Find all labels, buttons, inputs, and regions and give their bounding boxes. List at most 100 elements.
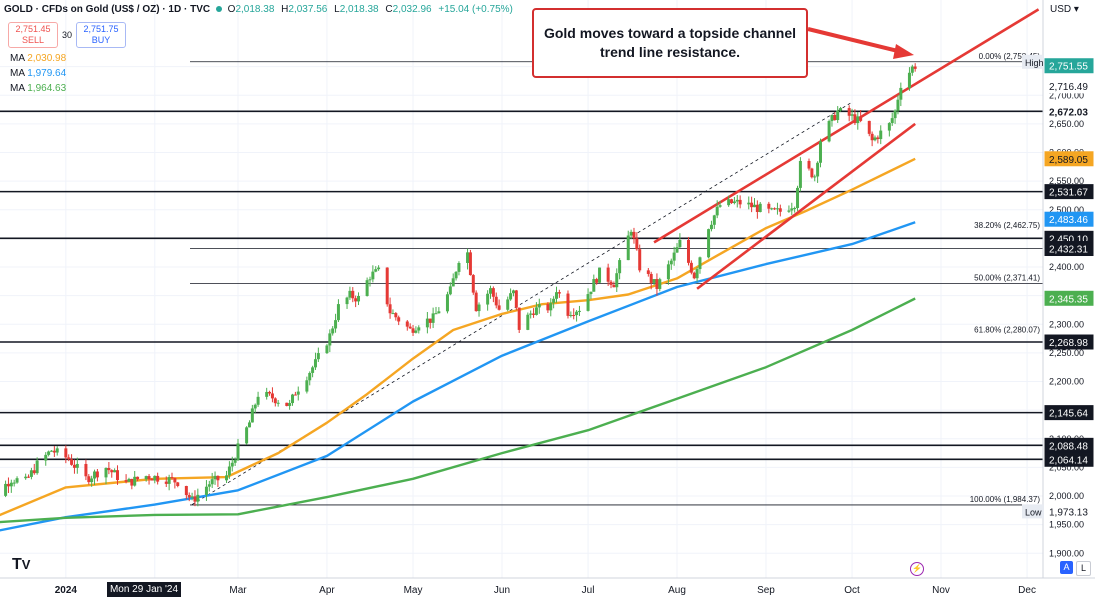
candle-body <box>115 470 119 481</box>
candle-body <box>646 270 650 274</box>
candle-body <box>526 314 530 330</box>
candle-body <box>354 298 358 302</box>
candle-body <box>626 235 630 261</box>
trend-lines <box>653 8 1040 290</box>
candle-body <box>755 204 759 213</box>
candle-body <box>477 304 481 312</box>
crosshair-date-label: Mon 29 Jan '24 <box>107 582 181 597</box>
arrow-shaft <box>807 27 903 54</box>
candle-body <box>816 162 820 177</box>
candle-body <box>675 247 679 253</box>
annotation-arrow <box>807 27 914 59</box>
currency-selector[interactable]: USD ▾ <box>1050 4 1079 15</box>
candle-body <box>658 279 662 289</box>
candle-body <box>345 297 349 305</box>
candle-body <box>787 210 791 212</box>
candle-body <box>750 202 754 208</box>
candle-body <box>233 459 237 463</box>
candle-body <box>170 477 174 479</box>
candle-body <box>72 464 76 468</box>
ma-legend-row[interactable]: MA 1,979.64 <box>10 68 67 79</box>
price-axis-tick: 2,300.00 <box>1049 319 1084 329</box>
candle-body <box>566 293 570 316</box>
candle-body <box>325 345 329 354</box>
ohlc-values: O2,018.38 H2,037.56 L2,018.38 C2,032.96 … <box>227 4 513 15</box>
fib-label: 61.80% (2,280.07) <box>974 326 1040 335</box>
time-axis-label: Dec <box>1018 585 1036 596</box>
candle-body <box>133 476 137 486</box>
candle-body <box>890 118 894 124</box>
candle-body <box>308 372 312 381</box>
price-tag-label: 2,345.35 <box>1049 294 1088 305</box>
candle-body <box>437 311 441 314</box>
price-axis-tick: 2,200.00 <box>1049 377 1084 387</box>
ma-legend-row[interactable]: MA 1,964.63 <box>10 83 67 94</box>
candle-body <box>494 296 498 306</box>
candle-body <box>609 281 613 285</box>
extreme-badge <box>1022 54 1044 69</box>
market-status-icon <box>215 6 222 13</box>
extreme-badge-label: Low <box>1025 507 1042 517</box>
candle-body <box>552 298 556 303</box>
sell-button[interactable]: 2,751.45 SELL <box>8 22 58 48</box>
candle-body <box>207 484 211 487</box>
candle-body <box>893 110 897 119</box>
channel-trend-line <box>653 8 1040 244</box>
price-tag-label: 2,268.98 <box>1049 338 1088 349</box>
candle-body <box>27 476 31 478</box>
price-tag-label: 2,432.31 <box>1049 245 1088 256</box>
candle-body <box>836 110 840 121</box>
price-tag-label: 1,973.13 <box>1049 507 1088 518</box>
candle-body <box>850 114 854 116</box>
candle-body <box>549 302 553 311</box>
candle-body <box>193 496 197 502</box>
candle-body <box>569 315 573 317</box>
candle-body <box>293 394 297 396</box>
candle-body <box>778 208 782 212</box>
tradingview-logo: TV <box>12 556 31 573</box>
candle-body <box>184 485 188 496</box>
candle-body <box>47 451 51 455</box>
events-icon[interactable]: ⚡ <box>910 562 924 576</box>
candle-body <box>546 304 550 311</box>
candle-body <box>431 313 435 323</box>
candle-body <box>830 114 834 122</box>
candle-body <box>316 353 320 360</box>
candle-body <box>127 478 131 482</box>
candle-body <box>686 239 690 263</box>
candle-body <box>176 482 180 486</box>
time-axis[interactable]: 2024FebMarAprMayJunJulAugSepOctNovDec <box>55 585 1036 596</box>
price-axis-tick: 2,500.00 <box>1049 205 1084 215</box>
candle-body <box>738 199 742 205</box>
candle-body <box>867 120 871 134</box>
log-scale-button[interactable]: L <box>1076 561 1091 576</box>
candle-body <box>12 482 16 484</box>
candle-body <box>839 108 843 111</box>
ma-legend-row[interactable]: MA 2,030.98 <box>10 53 67 64</box>
candle-body <box>130 478 134 486</box>
price-axis-tick: 2,000.00 <box>1049 491 1084 501</box>
candle-body <box>417 327 421 331</box>
auto-scale-button[interactable]: A <box>1060 561 1073 574</box>
candle-body <box>173 478 177 483</box>
price-tag <box>1044 405 1094 421</box>
symbol-title[interactable]: GOLD · CFDs on Gold (US$ / OZ) · 1D · TV… <box>4 4 211 15</box>
candle-body <box>276 402 280 404</box>
buy-button[interactable]: 2,751.75 BUY <box>76 22 127 48</box>
candle-body <box>497 305 501 310</box>
candle-body <box>853 114 857 124</box>
time-axis-label: Jun <box>494 585 510 596</box>
candle-body <box>856 116 860 124</box>
candle-body <box>532 313 536 315</box>
candle-body <box>87 476 91 483</box>
candle-body <box>408 326 412 329</box>
candle-body <box>712 215 716 225</box>
price-tag-label: 2,483.46 <box>1049 215 1088 226</box>
candle-body <box>758 203 762 213</box>
candle-body <box>638 249 642 271</box>
candle-body <box>385 267 389 305</box>
candle-body <box>428 318 432 323</box>
candle-body <box>187 495 191 498</box>
candle-body <box>371 271 375 280</box>
